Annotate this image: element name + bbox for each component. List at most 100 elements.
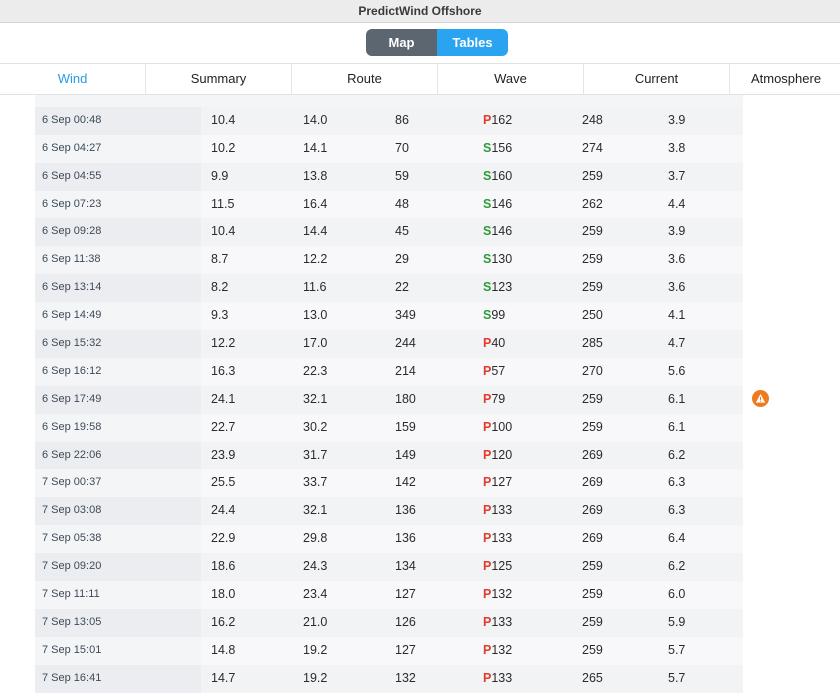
row-data-band [201, 413, 743, 442]
wind-angle-cell: S156 [483, 135, 512, 163]
wind-angle-value: 100 [491, 419, 513, 434]
row-data-band [201, 330, 743, 358]
time-cell: 6 Sep 13:14 [42, 281, 102, 294]
time-cell: 6 Sep 16:12 [42, 364, 102, 377]
wind-direction-cell: 214 [395, 363, 416, 378]
row-data-band [201, 636, 743, 665]
wind-speed-cell: 10.2 [211, 140, 236, 155]
gust-cell: 19.2 [303, 670, 328, 685]
wind-angle-value: 132 [491, 642, 513, 657]
wind-speed-cell: 8.7 [211, 252, 229, 267]
tack-side-label: S [483, 140, 492, 155]
course-cell: 285 [582, 336, 603, 351]
tack-side-label: P [483, 475, 492, 490]
time-cell: 6 Sep 04:27 [42, 141, 102, 154]
wind-speed-cell: 10.4 [211, 112, 236, 127]
tab-summary[interactable]: Summary [146, 64, 292, 94]
speed-cell: 3.7 [668, 168, 686, 183]
speed-cell: 6.2 [668, 559, 686, 574]
course-cell: 248 [582, 112, 603, 127]
course-cell: 269 [582, 475, 603, 490]
gust-cell: 11.6 [303, 280, 327, 295]
wind-speed-cell: 25.5 [211, 475, 236, 490]
tab-wave[interactable]: Wave [438, 64, 584, 94]
speed-cell: 6.3 [668, 503, 686, 518]
wind-angle-value: 57 [491, 363, 506, 378]
map-view-button[interactable]: Map [366, 29, 437, 56]
wind-speed-cell: 22.7 [211, 419, 236, 434]
speed-cell: 5.7 [668, 670, 686, 685]
tack-side-label: P [483, 531, 492, 546]
time-cell: 6 Sep 14:49 [42, 309, 102, 322]
row-data-band [201, 246, 743, 275]
speed-cell: 6.1 [668, 391, 686, 406]
wind-angle-value: 156 [491, 140, 513, 155]
table-row: 7 Sep 15:01 14.8 19.2 127 259 5.7 P132 [35, 636, 743, 665]
wind-direction-cell: 136 [395, 503, 416, 518]
speed-cell: 3.6 [668, 252, 686, 267]
time-cell: 7 Sep 16:41 [42, 671, 102, 684]
table-row: 6 Sep 00:48 10.4 14.0 86 248 3.9 P162 [35, 106, 743, 135]
tack-side-label: P [483, 587, 492, 602]
route-table[interactable]: 6 Sep 00:48 10.4 14.0 86 248 3.9 P162 6 Sep 04:… [0, 95, 840, 697]
course-cell: 269 [582, 447, 603, 462]
speed-cell: 6.1 [668, 419, 686, 434]
wind-direction-cell: 349 [395, 308, 416, 323]
wind-direction-cell: 132 [395, 670, 416, 685]
gust-cell: 13.8 [303, 168, 328, 183]
wind-angle-value: 120 [491, 447, 513, 462]
wind-angle-cell: P133 [483, 665, 512, 693]
wind-angle-value: 130 [491, 252, 513, 267]
table-row: 7 Sep 09:20 18.6 24.3 134 259 6.2 P125 [35, 553, 743, 582]
warning-icon[interactable] [752, 390, 769, 407]
row-data-band [201, 357, 743, 386]
wind-angle-cell: P100 [483, 414, 512, 442]
speed-cell: 4.1 [668, 308, 686, 323]
wind-speed-cell: 18.0 [211, 587, 236, 602]
wind-angle-cell: S123 [483, 274, 512, 302]
wind-angle-value: 123 [491, 280, 513, 295]
tack-side-label: P [483, 363, 492, 378]
tab-current[interactable]: Current [584, 64, 730, 94]
tab-route[interactable]: Route [292, 64, 438, 94]
row-data-band [201, 581, 743, 609]
course-cell: 269 [582, 531, 603, 546]
tack-side-label: P [483, 614, 492, 629]
tack-side-label: S [483, 196, 492, 211]
table-row: 7 Sep 11:11 18.0 23.4 127 259 6.0 P132 [35, 581, 743, 609]
wind-speed-cell: 16.2 [211, 614, 236, 629]
row-data-band [201, 385, 743, 414]
wind-angle-cell: S146 [483, 191, 512, 219]
gust-cell: 17.0 [303, 336, 328, 351]
wind-direction-cell: 136 [395, 531, 416, 546]
time-cell: 6 Sep 07:23 [42, 197, 102, 210]
wind-speed-cell: 9.9 [211, 168, 229, 183]
course-cell: 259 [582, 168, 603, 183]
tack-side-label: S [483, 280, 492, 295]
course-cell: 259 [582, 559, 603, 574]
course-cell: 259 [582, 642, 603, 657]
tack-side-label: S [483, 308, 492, 323]
row-data-band [201, 608, 743, 637]
row-data-band [201, 218, 743, 247]
course-cell: 259 [582, 224, 603, 239]
tab-atmosphere[interactable]: Atmosphere [750, 71, 822, 86]
wind-angle-value: 162 [491, 112, 513, 127]
tables-view-button[interactable]: Tables [437, 29, 508, 56]
gust-cell: 31.7 [303, 447, 328, 462]
table-row: 6 Sep 04:27 10.2 14.1 70 274 3.8 S156 [35, 134, 743, 163]
row-data-band [201, 162, 743, 191]
row-data-band [201, 106, 743, 135]
wind-angle-value: 133 [491, 531, 513, 546]
row-data-band [201, 302, 743, 331]
course-cell: 259 [582, 419, 603, 434]
wind-speed-cell: 23.9 [211, 447, 236, 462]
table-row: 6 Sep 11:38 8.7 12.2 29 259 3.6 S130 [35, 246, 743, 275]
wind-angle-cell: P125 [483, 553, 512, 581]
tab-wind[interactable]: Wind [0, 64, 146, 94]
speed-cell: 3.9 [668, 224, 686, 239]
gust-cell: 32.1 [303, 391, 328, 406]
wind-angle-value: 99 [491, 308, 506, 323]
row-data-band [201, 553, 743, 582]
row-data-band [201, 525, 743, 554]
